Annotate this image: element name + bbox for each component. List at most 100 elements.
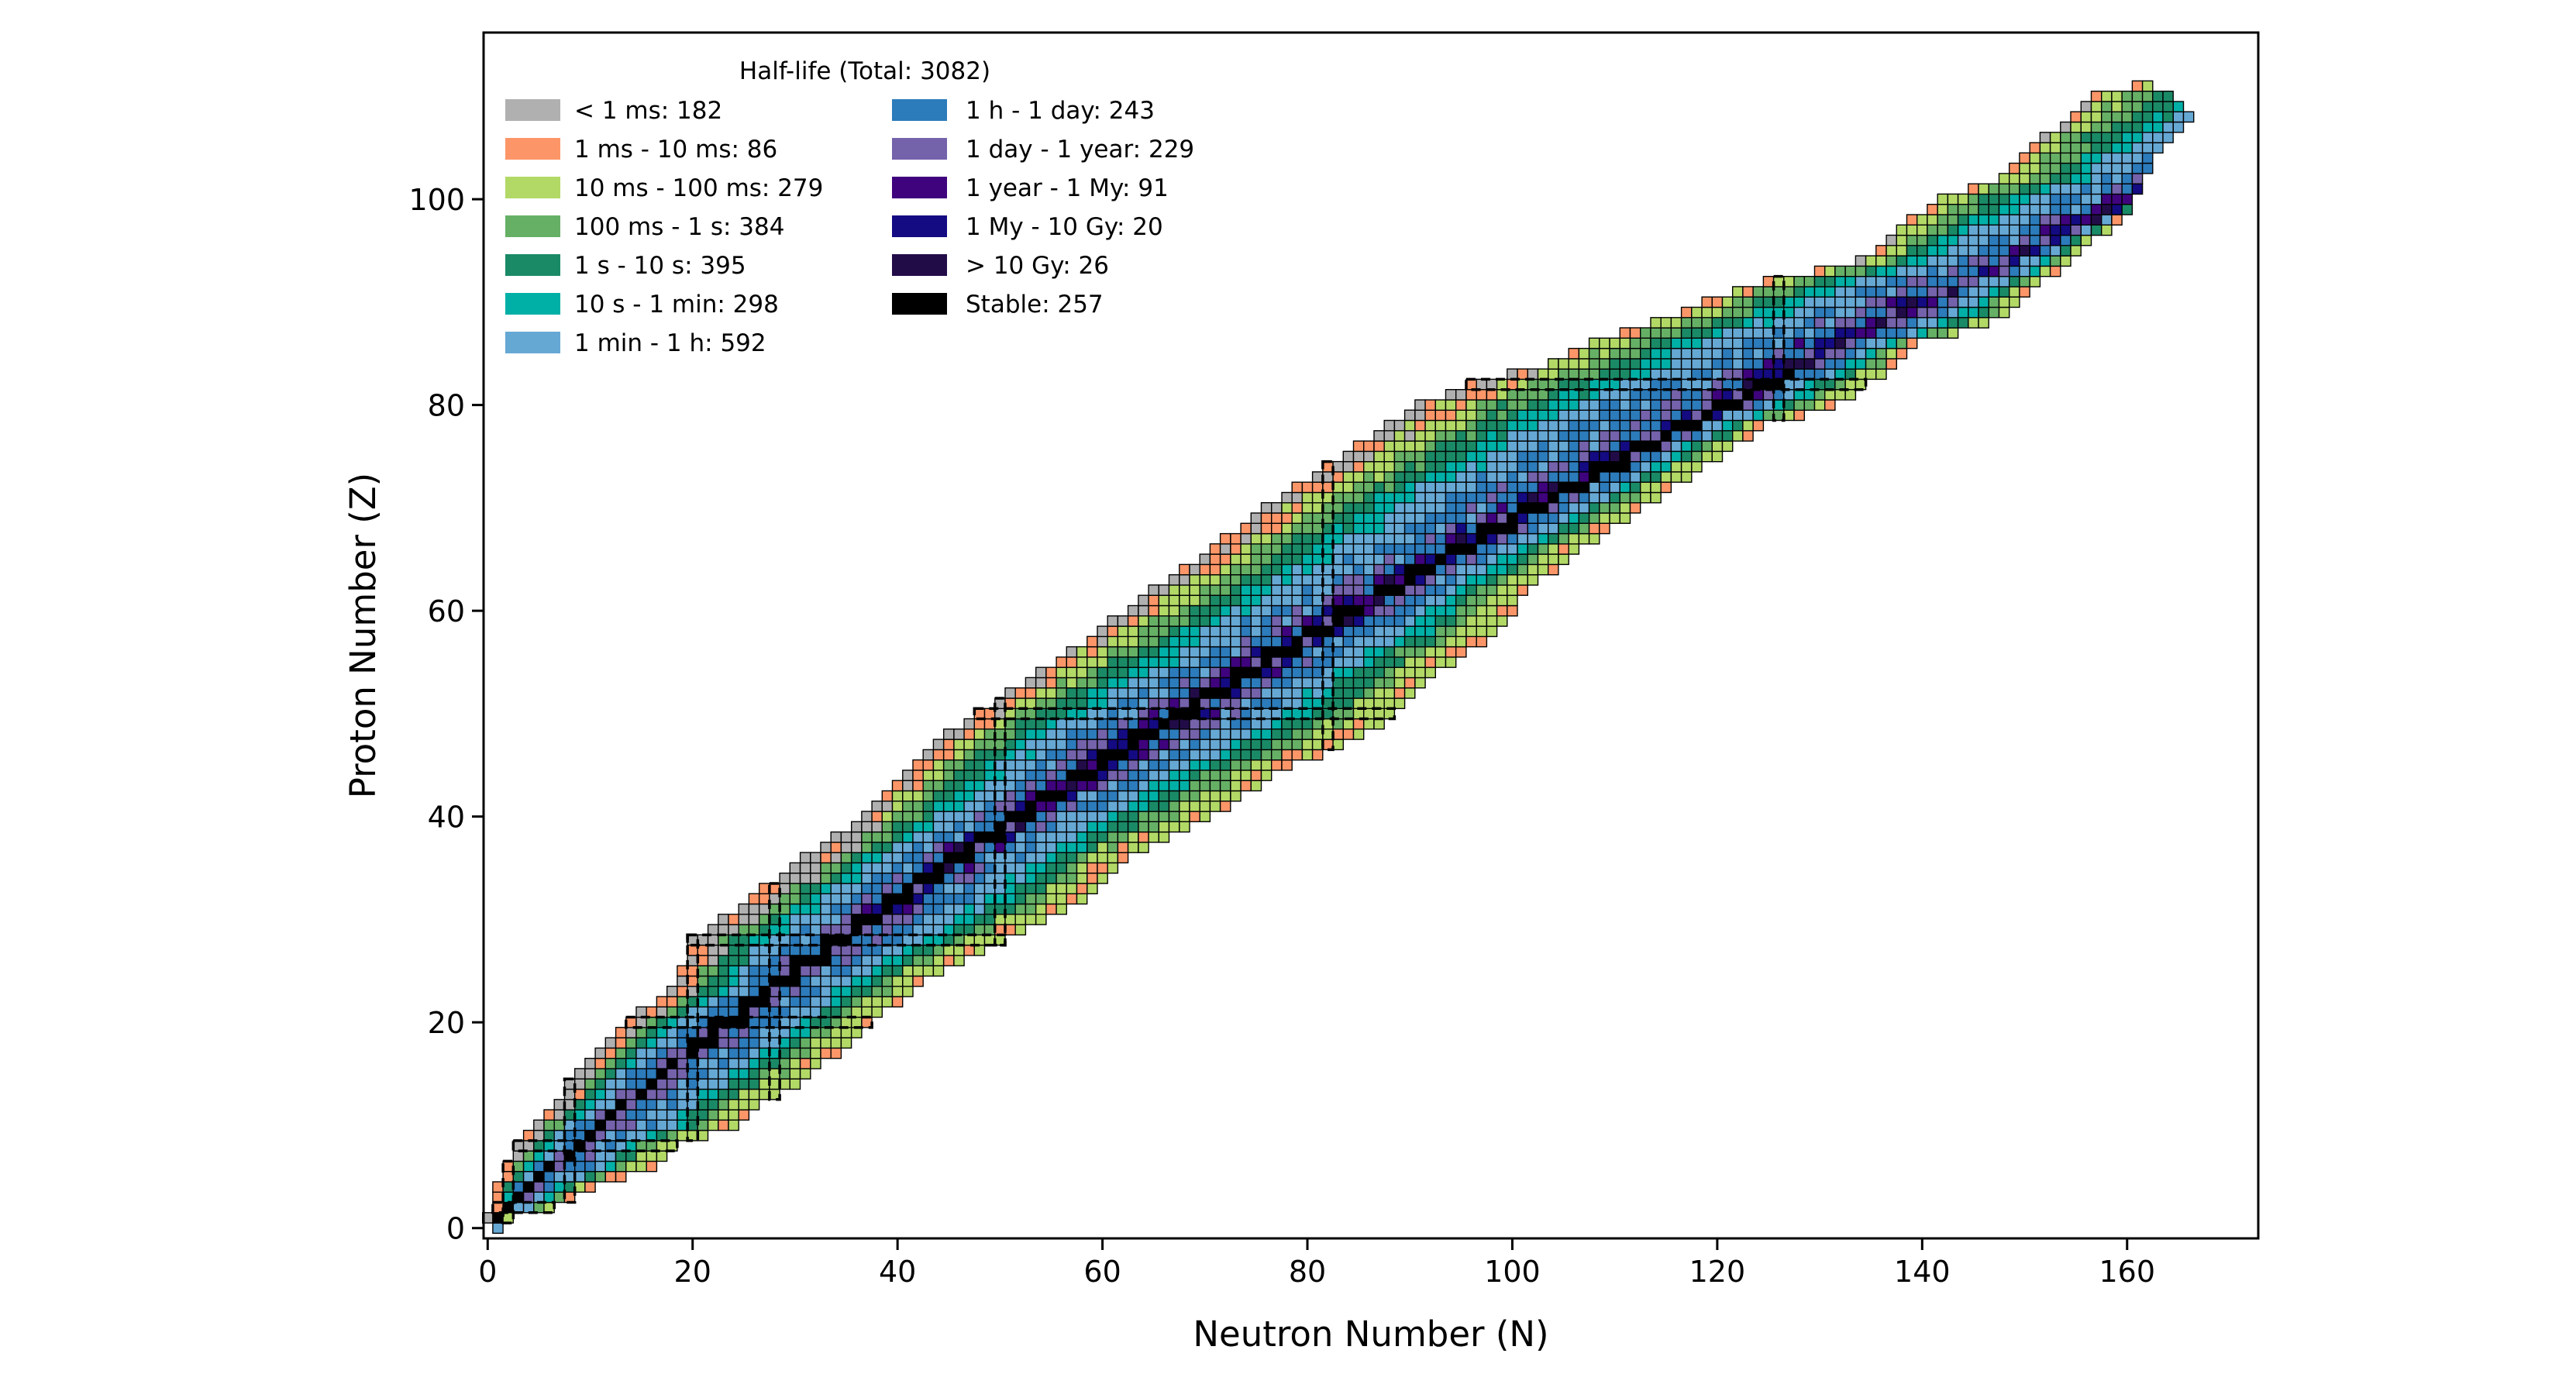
nuclide-cell (1537, 502, 1549, 514)
nuclide-cell (697, 1078, 709, 1090)
nuclide-cell (1035, 666, 1047, 679)
nuclide-cell (2029, 214, 2041, 226)
nuclide-cell (1978, 276, 1989, 288)
nuclide-cell (697, 1016, 709, 1028)
nuclide-cell (687, 1027, 698, 1038)
nuclide-cell (2090, 183, 2102, 195)
nuclide-cell (522, 1201, 535, 1214)
nuclide-cell (1097, 862, 1108, 874)
nuclide-cell (1424, 440, 1436, 453)
nuclide-cell (1087, 852, 1098, 864)
nuclide-cell (2019, 276, 2030, 288)
nuclide-cell (1517, 409, 1528, 422)
nuclide-cell (1947, 245, 1959, 257)
nuclide-cell (656, 1047, 668, 1059)
nuclide-cell (1701, 327, 1713, 339)
nuclide-cell (902, 821, 914, 833)
nuclide-cell (779, 955, 790, 966)
nuclide-cell (2080, 101, 2092, 113)
nuclide-cell (759, 893, 770, 905)
nuclide-cell (2049, 152, 2061, 164)
nuclide-cell (2049, 142, 2061, 154)
nuclide-cell (1373, 708, 1385, 720)
nuclide-cell (2162, 111, 2174, 123)
nuclide-cell (635, 1068, 647, 1080)
nuclide-cell (574, 1129, 586, 1142)
nuclide-cell (1752, 358, 1765, 370)
nuclide-cell (1465, 471, 1477, 483)
nuclide-cell (738, 1047, 750, 1059)
nuclide-cell (1066, 821, 1078, 833)
nuclide-cell (1875, 358, 1887, 370)
nuclide-cell (492, 1222, 504, 1235)
nuclide-cell (1250, 728, 1262, 740)
nuclide-cell (553, 1170, 566, 1183)
nuclide-cell (799, 955, 811, 966)
nuclide-cell (1568, 378, 1580, 391)
nuclide-cell (1783, 296, 1795, 308)
nuclide-cell (1886, 276, 1898, 288)
nuclide-cell (1250, 553, 1262, 566)
nuclide-cell (2100, 142, 2113, 154)
nuclide-cell (2039, 255, 2051, 267)
y-tick-label: 0 (446, 1212, 465, 1246)
nuclide-cell (1947, 234, 1959, 246)
nuclide-cell (1322, 677, 1334, 689)
nuclide-cell (1886, 255, 1898, 267)
nuclide-cell (625, 1129, 637, 1142)
nuclide-cell (1947, 296, 1959, 308)
nuclide-cell (963, 780, 975, 792)
nuclide-cell (1957, 317, 1969, 329)
nuclide-cell (942, 914, 955, 925)
nuclide-cell (748, 1047, 760, 1059)
nuclide-cell (779, 903, 790, 915)
nuclide-cell (718, 924, 729, 936)
nuclide-cell (1978, 183, 1989, 195)
nuclide-cell (1127, 708, 1139, 720)
nuclide-cell (1189, 584, 1200, 596)
nuclide-cell (2162, 132, 2174, 143)
nuclide-cell (1619, 481, 1631, 494)
nuclide-cell (1742, 419, 1754, 432)
nuclide-cell (604, 1078, 617, 1090)
nuclide-cell (1291, 708, 1303, 720)
nuclide-cell (1670, 471, 1682, 483)
nuclide-cell (973, 821, 986, 833)
nuclide-cell (1076, 852, 1088, 864)
nuclide-cell (687, 975, 698, 987)
nuclide-cell (1260, 584, 1273, 596)
nuclide-cell (1230, 697, 1242, 710)
nuclide-cell (1527, 368, 1539, 381)
nuclide-cell (1547, 419, 1559, 432)
nuclide-cell (1342, 491, 1355, 504)
nuclide-cell (522, 1129, 535, 1142)
nuclide-cell (1179, 563, 1190, 576)
nuclide-cell (635, 1047, 647, 1059)
nuclide-cell (1240, 718, 1252, 730)
nuclide-cell (983, 770, 996, 781)
nuclide-cell (1373, 450, 1385, 463)
nuclide-cell (1270, 739, 1283, 751)
nuclide-cell (1537, 471, 1549, 483)
nuclide-cell (1476, 604, 1488, 617)
nuclide-cell (1609, 399, 1621, 412)
nuclide-cell (584, 1078, 596, 1090)
nuclide-cell (1803, 296, 1816, 308)
nuclide-cell (574, 1088, 586, 1100)
nuclide-cell (1906, 276, 1918, 288)
nuclide-cell (1281, 677, 1293, 689)
nuclide-cell (1209, 728, 1221, 740)
nuclide-cell (2070, 142, 2082, 154)
nuclide-cell (1291, 625, 1303, 638)
nuclide-cell (748, 965, 760, 977)
nuclide-cell (1588, 512, 1600, 525)
nuclide-cell (1209, 635, 1221, 648)
nuclide-cell (1937, 265, 1949, 277)
nuclide-cell (1035, 759, 1047, 771)
nuclide-cell (994, 790, 1006, 802)
nuclide-cell (1619, 430, 1631, 442)
nuclide-cell (1424, 553, 1436, 566)
nuclide-cell (1362, 563, 1375, 576)
nuclide-cell (1230, 543, 1242, 555)
nuclide-cell (1742, 389, 1754, 401)
